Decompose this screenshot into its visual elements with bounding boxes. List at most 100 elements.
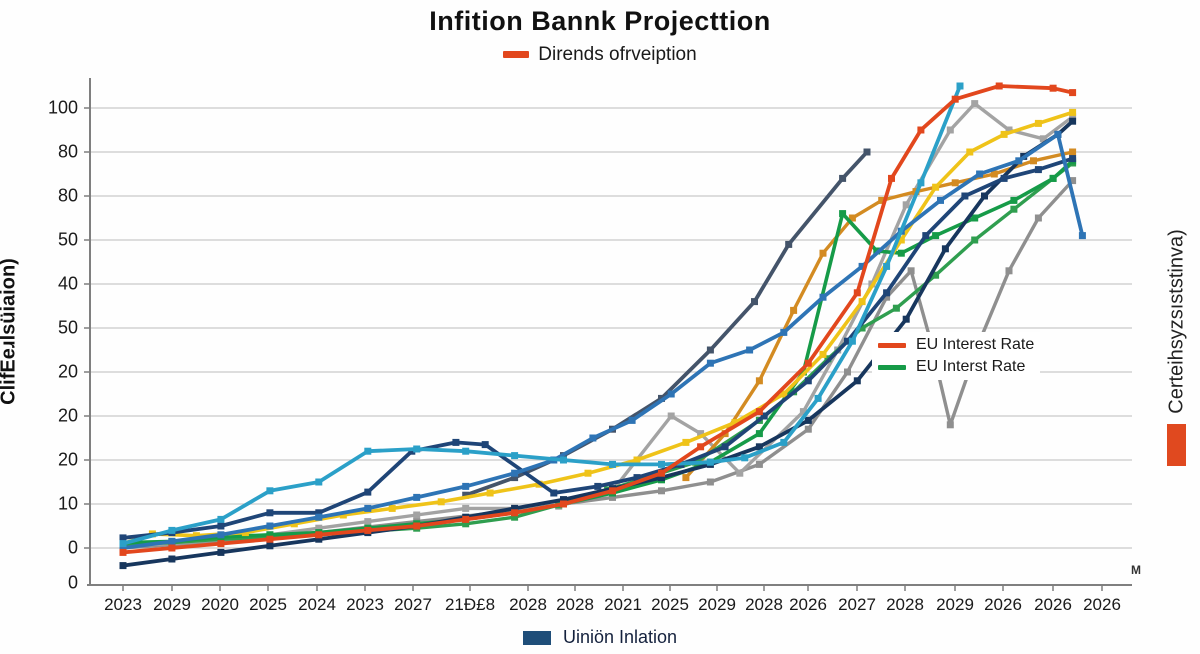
chart-marker-green-a <box>897 249 905 257</box>
x-axis-tick-label: 2029 <box>698 595 736 614</box>
chart-marker-red <box>995 82 1003 90</box>
chart-marker-yellow <box>633 456 641 464</box>
chart-marker-yellow <box>731 419 739 427</box>
chart-marker-navy-b <box>853 377 861 385</box>
chart-marker-yellow <box>388 504 396 512</box>
chart-marker-orange <box>990 170 998 178</box>
chart-marker-steel-blue <box>168 537 176 545</box>
chart-marker-red <box>266 535 274 543</box>
chart-marker-orange <box>819 249 827 257</box>
chart-marker-gray-a <box>667 412 675 420</box>
y-axis-tick-label: 50 <box>57 229 78 250</box>
y-axis-tick-label: 20 <box>57 361 78 382</box>
inner-legend-line-swatch <box>878 342 906 348</box>
inner-legend-item-1: EU Interst Rate <box>878 356 1034 378</box>
chart-marker-cyan <box>413 445 421 453</box>
top-legend: Dirends ofrveiption <box>0 44 1200 66</box>
chart-marker-navy-b <box>902 315 910 323</box>
chart-marker-red <box>917 126 925 134</box>
chart-marker-navy-a <box>844 337 851 345</box>
chart-marker-navy-b <box>658 474 665 482</box>
chart-marker-navy-b <box>1069 117 1077 125</box>
chart-marker-navy-b <box>755 443 763 451</box>
chart-marker-dark-slate <box>863 148 871 156</box>
chart-marker-yellow <box>897 236 905 244</box>
chart-marker-navy-a <box>481 441 489 449</box>
chart-marker-orange <box>755 377 763 385</box>
chart-marker-navy-a <box>266 509 274 517</box>
chart-marker-orange <box>951 179 959 187</box>
inner-legend: EU Interest Rate EU Interst Rate <box>872 332 1041 380</box>
bottom-legend: Uiniön Inlation <box>0 627 1200 648</box>
chart-marker-cyan <box>917 179 925 187</box>
chart-marker-green-b <box>1010 205 1018 213</box>
chart-marker-steel-blue <box>315 513 323 521</box>
chart-marker-red <box>888 174 895 182</box>
chart-marker-gray-a <box>1005 126 1013 134</box>
chart-marker-red <box>658 469 665 477</box>
chart-marker-gray-b <box>658 487 665 495</box>
chart-marker-navy-a <box>1069 155 1077 163</box>
chart-marker-green-b <box>858 324 866 332</box>
chart-marker-navy-a <box>760 412 768 420</box>
y-axis-tick-label: 20 <box>57 449 78 470</box>
chart-marker-yellow <box>1069 108 1077 116</box>
chart-marker-gray-b <box>1005 267 1013 275</box>
chart-marker-yellow <box>819 350 827 358</box>
chart-marker-navy-a <box>550 489 558 497</box>
chart-marker-yellow <box>1034 119 1042 127</box>
chart-marker-red <box>119 548 127 556</box>
chart-marker-navy-a <box>721 443 729 451</box>
x-axis-tick-label: 2023 <box>346 595 384 614</box>
chart-marker-cyan <box>266 487 274 495</box>
chart-marker-red <box>1069 89 1077 97</box>
chart-marker-red <box>853 289 861 297</box>
chart-marker-navy-a <box>883 289 891 297</box>
chart-marker-red <box>413 522 421 530</box>
right-axis-swatch <box>1167 424 1186 466</box>
x-axis-tick-label: 2027 <box>394 595 432 614</box>
chart-marker-cyan <box>780 438 788 446</box>
chart-marker-red <box>609 487 616 495</box>
chart-line-gray-a <box>122 101 1074 548</box>
x-axis-tick-label: 2026 <box>984 595 1022 614</box>
chart-marker-steel-blue <box>511 469 519 477</box>
chart-marker-yellow <box>584 469 592 477</box>
chart-marker-steel-blue <box>589 434 597 442</box>
y-axis-tick-label: 0 <box>67 572 78 593</box>
chart-marker-gray-b <box>804 425 812 433</box>
chart-marker-navy-b <box>315 535 323 543</box>
chart-marker-steel-blue <box>1015 157 1023 165</box>
chart-marker-dark-slate <box>511 474 519 482</box>
bottom-legend-label: Uiniön Inlation <box>562 627 678 647</box>
chart-marker-navy-b <box>560 496 567 504</box>
chart-marker-steel-blue <box>858 262 866 270</box>
chart-marker-green-a <box>971 214 979 222</box>
chart-marker-steel-blue <box>1054 130 1062 138</box>
chart-marker-cyan <box>956 82 964 90</box>
chart-marker-yellow <box>339 511 347 519</box>
chart-marker-red <box>462 515 470 523</box>
x-axis-tick-label: 2023 <box>104 595 142 614</box>
chart-marker-navy-a <box>594 482 602 490</box>
chart-marker-cyan <box>168 526 176 534</box>
chart-marker-dark-slate <box>706 346 714 354</box>
chart-marker-steel-blue <box>819 293 827 301</box>
chart-marker-cyan <box>814 394 822 402</box>
x-axis-tick-label: 2028 <box>556 595 594 614</box>
chart-line-orange <box>684 150 1073 479</box>
chart-marker-red <box>560 500 567 508</box>
chart-marker-navy-b <box>266 542 274 550</box>
chart-marker-navy-b <box>941 245 949 253</box>
chart-marker-cyan <box>848 337 856 345</box>
chart-marker-gray-a <box>971 100 979 108</box>
chart-marker-dark-slate <box>462 491 470 499</box>
chart-marker-gray-a <box>799 408 807 416</box>
chart-marker-navy-b <box>217 548 225 556</box>
chart-marker-navy-a <box>217 522 225 530</box>
chart-title: Infition Bannk Projecttion <box>429 6 771 36</box>
chart-marker-gray-b <box>907 267 915 275</box>
chart-line-steel-blue <box>122 132 1085 550</box>
x-axis-tick-label: 2026 <box>1083 595 1121 614</box>
chart-marker-steel-blue <box>628 416 636 424</box>
